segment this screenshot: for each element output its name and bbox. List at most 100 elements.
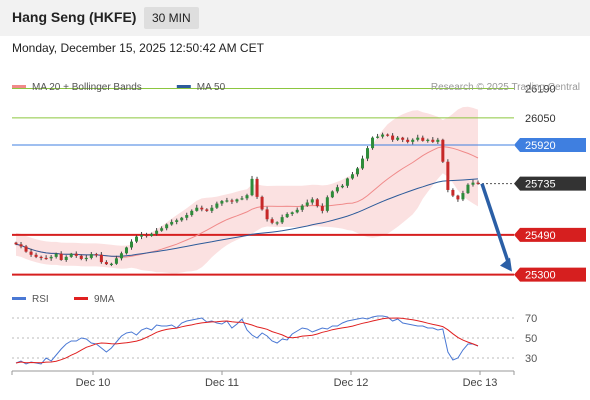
candle-body [330,191,334,198]
candle-body [185,215,189,218]
level-tag-25920 [514,138,586,152]
candle [335,184,339,194]
projection-arrow-shaft [480,183,511,266]
candle-body [195,207,199,211]
candle [39,255,43,261]
bollinger-band [16,106,478,274]
candle-body [285,214,289,218]
candle [476,180,480,185]
candle-body [411,139,415,142]
level-label-25735: 25735 [525,179,556,191]
candle [175,218,179,225]
x-tick-label-1: Dec 11 [205,377,239,389]
candle-body [129,241,134,248]
candle-body [345,178,349,186]
candle [456,194,460,202]
candle [165,223,169,231]
candle-body [145,234,149,237]
candle-body [461,193,465,200]
candle-body [79,255,83,259]
candle [386,133,390,137]
candle [94,252,98,258]
candle [225,197,229,203]
candle-body [235,199,239,202]
candle [330,190,334,199]
candle-body [170,221,174,225]
candle [79,254,83,261]
rsi-line [15,315,479,365]
candle-body [431,139,435,142]
candle [270,217,274,225]
legend-swatch-rsi-0 [12,297,26,300]
candle-body [275,222,279,224]
candle [381,132,385,139]
x-tick-label-0: Dec 10 [76,377,111,389]
credit-text: Research © 2025 Trading Central [431,82,580,93]
candle-body [225,200,229,202]
candle-body [215,203,219,208]
rsi-ma-line [15,317,479,364]
candle [461,190,465,202]
candle-body [69,253,73,257]
candle-body [280,217,284,223]
candle [355,166,359,177]
candle-body [89,254,93,258]
candle [371,136,375,150]
candle-body [245,195,249,199]
candle-body [265,209,269,220]
candle [109,262,113,267]
chart-datetime: Monday, December 15, 2025 12:50:42 AM CE… [12,41,264,55]
candle [19,242,23,249]
candle [280,214,284,225]
candle [436,137,440,144]
candle [54,252,58,259]
candle-body [325,197,329,211]
candle [185,212,189,221]
candle [391,133,395,142]
x-tick-label-3: Dec 13 [463,377,498,389]
candle-body [29,251,33,255]
candle [441,138,445,163]
candle-body [220,201,224,204]
candle-body [104,262,108,265]
candle-body [381,134,385,137]
legend-label-rsi-0: RSI [32,294,49,305]
candle-body [441,139,445,162]
candle-body [366,148,370,159]
candle-body [320,206,324,211]
candle [315,198,319,208]
candle-body [59,253,63,260]
candle [446,159,450,193]
projection-arrow-head [500,257,512,272]
candle-body [54,253,58,257]
candle [140,231,144,240]
candle-body [205,209,209,211]
candle-body [355,168,359,175]
candle-body [240,198,244,200]
candle [84,254,88,262]
level-label-26050: 26050 [525,113,556,125]
chart-title: Hang Seng (HKFE) [12,9,137,25]
candle [205,208,209,212]
rsi-tick-30: 30 [525,353,537,365]
candle-body [446,161,450,190]
candle-body [310,199,314,203]
candle-body [74,253,78,256]
candle-body [270,219,274,223]
candle [285,212,289,218]
candle-body [39,256,43,259]
candle [29,248,33,257]
candle-body [175,220,179,222]
candle-body [401,137,405,140]
candle [64,255,68,262]
candle-body [14,242,18,245]
level-label-26190: 26190 [525,84,556,96]
candle [290,211,294,216]
candle [320,203,324,214]
candle [34,252,38,259]
timeframe-badge[interactable]: 30 MIN [144,7,199,29]
level-label-25490: 25490 [525,230,556,242]
candle [150,232,154,237]
candle [411,138,415,145]
candle [59,251,63,261]
